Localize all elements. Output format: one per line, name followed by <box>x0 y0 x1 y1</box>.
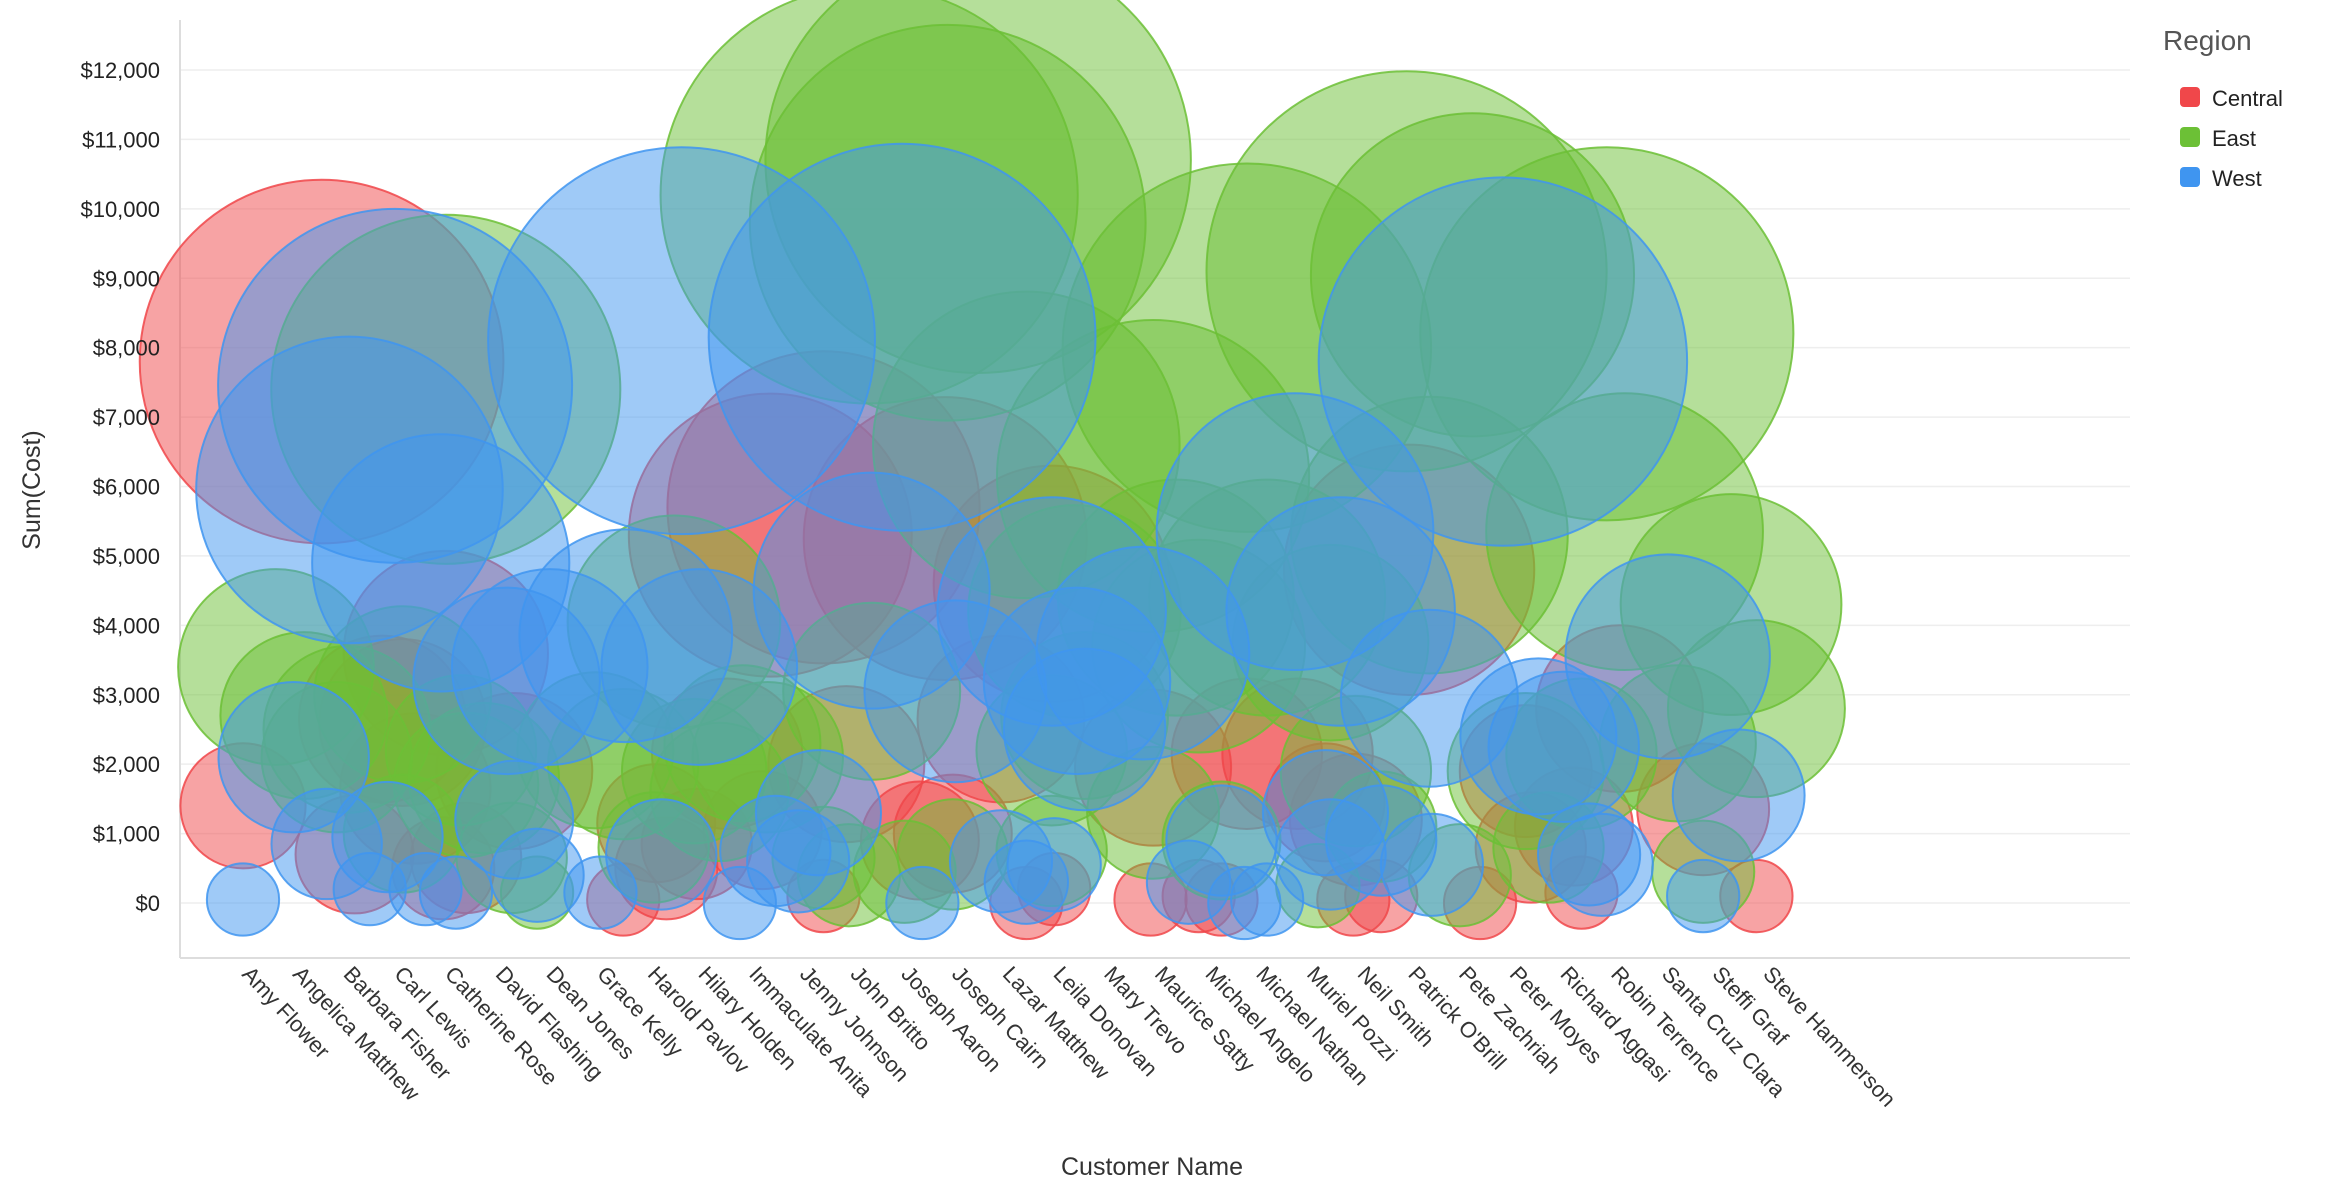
y-tick-label: $3,000 <box>93 683 160 708</box>
bubble-west <box>885 865 960 941</box>
y-tick-label: $1,000 <box>93 822 160 847</box>
bubble-west <box>1379 812 1485 917</box>
legend-label-central: Central <box>2212 86 2283 111</box>
legend-swatch-east <box>2180 127 2200 147</box>
bubble-west <box>1564 553 1771 760</box>
y-tick-label: $9,000 <box>93 266 160 291</box>
bubbles <box>138 0 1846 941</box>
bubble-west <box>1549 812 1654 917</box>
x-axis-title: Customer Name <box>1061 1153 1243 1181</box>
bubble-west <box>605 798 718 911</box>
y-tick-labels: $0 $1,000 $2,000 $3,000 $4,000 $5,000 $6,000 $7… <box>80 58 160 916</box>
y-tick-label: $12,000 <box>80 58 160 83</box>
bubble-west <box>1671 728 1806 863</box>
y-tick-label: $2,000 <box>93 752 160 777</box>
bubble-west <box>205 862 281 937</box>
y-tick-label: $11,000 <box>82 127 160 152</box>
legend-title: Region <box>2163 25 2252 56</box>
legend-swatch-central <box>2180 87 2200 107</box>
y-tick-label: $4,000 <box>93 613 160 638</box>
y-tick-label: $6,000 <box>93 475 160 500</box>
bubble-west <box>1006 817 1102 913</box>
y-tick-label: $5,000 <box>93 544 160 569</box>
bubble-west <box>754 749 883 877</box>
y-tick-label: $7,000 <box>93 405 160 430</box>
legend-label-west: West <box>2212 166 2262 191</box>
bubble-west <box>1666 858 1741 934</box>
y-tick-label: $10,000 <box>80 197 160 222</box>
y-axis-title: Sum(Cost) <box>18 430 46 549</box>
legend-swatch-west <box>2180 167 2200 187</box>
y-tick-label: $0 <box>136 891 160 916</box>
legend: Region Central East West <box>2163 25 2283 191</box>
bubble-west <box>418 855 494 930</box>
bubble-west <box>707 142 1097 532</box>
y-tick-label: $8,000 <box>93 336 160 361</box>
legend-label-east: East <box>2212 126 2256 151</box>
bubble-west <box>1317 176 1689 547</box>
